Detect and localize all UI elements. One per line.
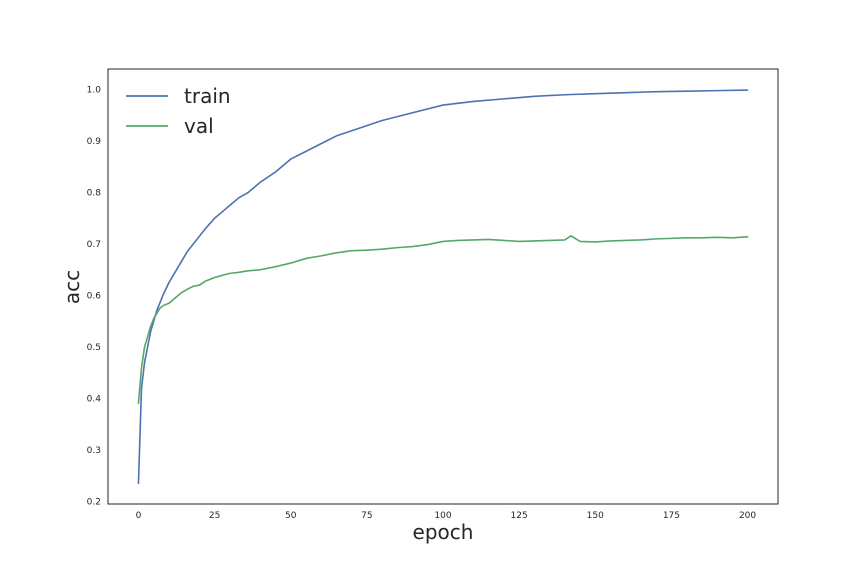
x-tick-label: 150 [587,511,604,521]
y-tick-label: 0.4 [87,394,102,404]
y-axis-label: acc [60,270,84,304]
y-axis-ticks: 0.2 0.3 0.4 0.5 0.6 0.7 0.8 0.9 1.0 [87,86,102,508]
series-layer [137,89,749,485]
y-tick-label: 0.2 [87,497,101,507]
y-tick-label: 0.7 [87,240,101,250]
plot-frame [107,68,779,505]
x-tick-label: 100 [434,511,451,521]
y-tick-label: 0.8 [87,189,102,199]
series-line-train [137,89,749,485]
x-axis-label: epoch [413,520,474,544]
x-tick-label: 0 [136,511,142,521]
x-tick-label: 75 [361,511,372,521]
y-tick-label: 0.9 [87,137,102,147]
y-tick-label: 1.0 [87,86,102,96]
x-tick-label: 25 [209,511,220,521]
x-axis-ticks: 0 25 50 75 100 125 150 175 200 [136,511,757,521]
y-tick-label: 0.6 [87,292,102,302]
legend: train val [126,84,231,138]
legend-label-train: train [184,84,231,108]
legend-label-val: val [184,114,214,138]
y-tick-label: 0.3 [87,446,101,456]
series-line-val [137,234,749,405]
x-tick-label: 175 [663,511,680,521]
x-tick-label: 50 [285,511,297,521]
y-tick-label: 0.5 [87,343,101,353]
x-tick-label: 200 [739,511,756,521]
x-tick-label: 125 [511,511,528,521]
